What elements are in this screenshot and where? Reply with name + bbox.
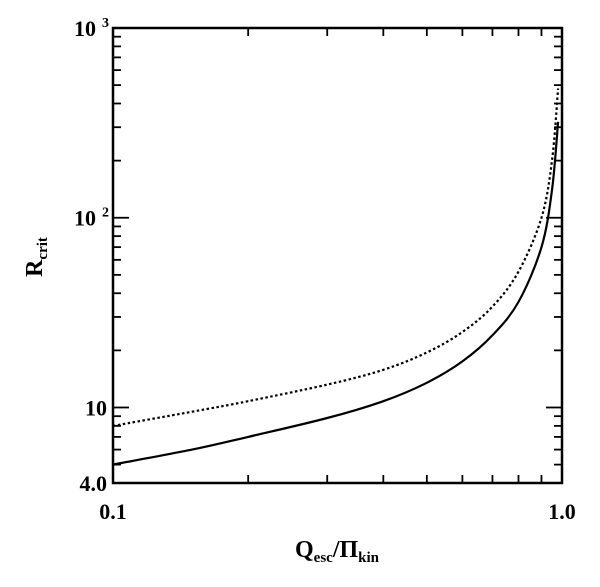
plot-frame	[111, 26, 564, 485]
y-tick-exponent: 3	[102, 16, 109, 31]
tick-labels: 0.1 1.0 4.0 10 10 2 10 3	[74, 16, 576, 524]
x-axis-label: Qesc/Πkin	[295, 537, 380, 566]
plot-area	[112, 88, 560, 466]
series-line-solid	[112, 121, 560, 466]
y-tick-label: 10	[74, 16, 96, 41]
series-line-dotted	[112, 88, 560, 427]
y-tick-label: 10	[74, 206, 96, 231]
x-tick-label: 0.1	[99, 499, 127, 524]
axis-ticks	[113, 28, 562, 483]
y-tick-label: 10	[85, 395, 107, 420]
y-tick-exponent: 2	[102, 206, 109, 221]
x-tick-label: 1.0	[548, 499, 576, 524]
y-tick-label: 4.0	[80, 471, 108, 496]
y-axis-label: Rcrit	[22, 237, 51, 277]
